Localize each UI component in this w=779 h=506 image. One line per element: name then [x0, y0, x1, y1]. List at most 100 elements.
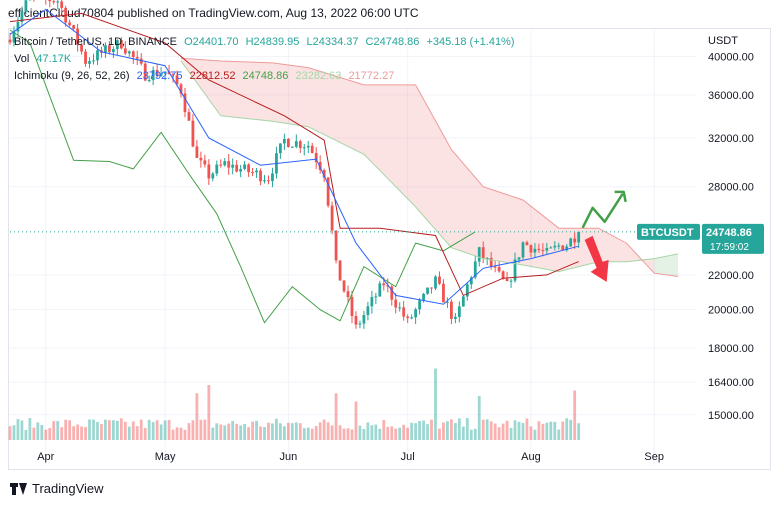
ichimoku-lines — [9, 8, 679, 324]
publish-line: efficientCloud70804 published on Trading… — [8, 6, 419, 20]
price-axis-tick: 15000.00 — [708, 410, 754, 422]
volume-bar — [159, 424, 163, 440]
volume-bar — [446, 421, 449, 440]
candle-body — [290, 146, 294, 148]
candle-body — [537, 248, 541, 251]
volume-bar — [569, 419, 573, 440]
volume-bar — [398, 427, 402, 440]
candle-body — [48, 0, 52, 2]
candle-body — [112, 49, 115, 53]
ohlc-low: L24334.37 — [306, 36, 359, 48]
volume-bar — [414, 423, 418, 440]
volume-bar — [60, 427, 64, 440]
candle-body — [541, 250, 545, 252]
time-axis-tick: May — [155, 451, 176, 463]
cloud-segment — [598, 228, 627, 262]
volume-bar — [346, 428, 350, 440]
candle-body — [438, 276, 441, 284]
candle-body — [446, 301, 449, 303]
volume-bar — [40, 424, 44, 440]
candle-body — [406, 316, 410, 318]
volume-bar — [362, 428, 366, 440]
volume-bar — [406, 427, 410, 440]
candle-body — [390, 286, 394, 300]
candle-body — [8, 39, 12, 43]
volume-bar — [282, 426, 286, 440]
cloud-segment — [308, 67, 364, 155]
candle-body — [302, 147, 306, 149]
arrow-down-icon — [584, 235, 609, 282]
candle-body — [171, 74, 175, 76]
tradingview-footer[interactable]: TradingView — [10, 481, 104, 496]
volume-bar — [513, 420, 517, 440]
candle-body — [410, 317, 414, 319]
ichimoku-label: Ichimoku (9, 26, 52, 26) — [14, 70, 130, 82]
candle-body — [569, 238, 573, 247]
candle-body — [346, 291, 350, 298]
volume-bar — [112, 420, 115, 440]
candle-body — [183, 93, 187, 113]
price-axis-tick: 16400.00 — [708, 377, 754, 389]
candle-body — [151, 69, 155, 81]
volume-bar — [227, 423, 231, 440]
candle-body — [255, 170, 258, 173]
volume-bar — [151, 422, 155, 440]
volume-bar — [147, 419, 151, 440]
candle-body — [394, 299, 398, 308]
cloud-segment — [415, 84, 452, 248]
candle-body — [505, 278, 509, 281]
volume-bar — [286, 422, 290, 440]
volume-bar — [68, 420, 72, 440]
volume-bar — [243, 424, 247, 440]
grid — [10, 30, 696, 465]
candle-body — [175, 75, 179, 85]
volume-bar — [497, 427, 501, 440]
time-axis-tick: Apr — [37, 451, 54, 463]
candle-body — [525, 242, 529, 246]
volume-bar — [96, 421, 99, 440]
price-axis-currency: USDT — [708, 35, 738, 47]
candle-body — [286, 138, 290, 147]
candle-body — [159, 73, 163, 76]
volume-bar — [334, 393, 338, 440]
cloud-segment — [654, 253, 679, 277]
candle-body — [342, 280, 346, 292]
candle-body — [231, 164, 235, 168]
cloud-segment — [363, 84, 416, 207]
candle-body — [529, 245, 533, 253]
last-price-badge — [702, 223, 764, 254]
candle-body — [12, 31, 16, 43]
symbol-legend: Bitcoin / TetherUS, 1D, BINANCE O24401.7… — [14, 36, 519, 48]
volume-bar — [533, 429, 537, 440]
candle-body — [418, 300, 421, 310]
candle-body — [354, 316, 358, 325]
volume-bar — [426, 424, 429, 440]
volume-bar — [183, 429, 187, 440]
volume-bar — [493, 423, 497, 440]
last-price-label: 24748.86 — [706, 227, 752, 239]
candle-body — [513, 259, 517, 281]
volume-bar — [358, 425, 362, 440]
leading-span-b-line — [180, 57, 679, 277]
volume-bar — [402, 424, 406, 440]
candle-body — [398, 307, 402, 309]
candle-body — [259, 170, 262, 182]
candle-body — [247, 164, 250, 173]
volume-bar — [318, 422, 322, 440]
volume-bar — [207, 385, 211, 440]
volume-bar — [235, 423, 239, 440]
candle-body — [68, 22, 72, 26]
candle-body — [565, 246, 569, 251]
candle-body — [223, 161, 227, 166]
candle-body — [573, 238, 577, 243]
axes: USDT 40000.00 36000.00 32000.00 28000.00 2200… — [37, 35, 764, 463]
volume-bar — [525, 418, 529, 440]
volume-bar — [517, 421, 521, 440]
candle-body — [450, 301, 453, 319]
candle-body — [370, 297, 374, 307]
countdown-label: 17:59:02 — [710, 242, 749, 253]
volume-bar — [442, 422, 445, 440]
volume-bar — [64, 419, 68, 440]
candle-body — [330, 205, 334, 231]
